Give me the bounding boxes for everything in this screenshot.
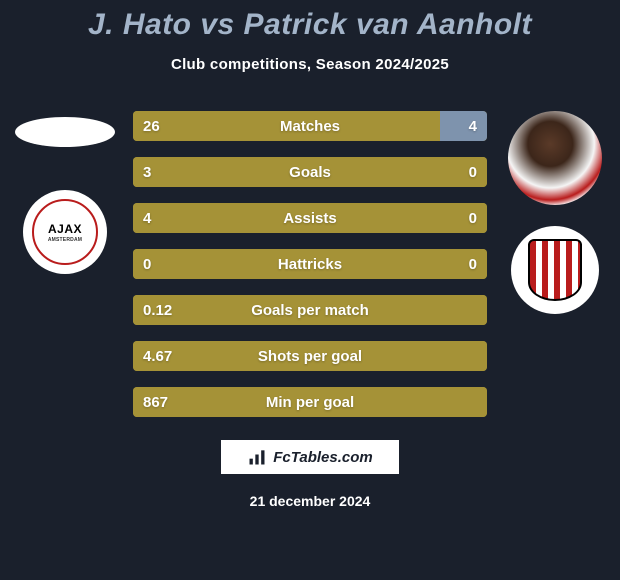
- stat-label: Hattricks: [133, 256, 487, 273]
- right-player-column: [500, 111, 610, 315]
- content-area: AJAX AMSTERDAM 26Matches43Goals04Assists…: [0, 111, 620, 417]
- stat-row: 0.12Goals per match: [133, 295, 487, 325]
- stat-label: Min per goal: [133, 394, 487, 411]
- stat-label: Goals per match: [133, 302, 487, 319]
- player-photo-right: [508, 111, 602, 205]
- stat-value-right: 0: [469, 164, 477, 181]
- stat-row: 4.67Shots per goal: [133, 341, 487, 371]
- bar-chart-icon: [247, 447, 267, 467]
- footer-logo-text: FcTables.com: [273, 449, 372, 466]
- stat-value-right: 0: [469, 210, 477, 227]
- stat-row: 3Goals0: [133, 157, 487, 187]
- player-photo-left: [15, 117, 115, 147]
- ajax-badge-subtext: AMSTERDAM: [48, 237, 82, 243]
- comparison-subtitle: Club competitions, Season 2024/2025: [0, 56, 620, 73]
- stat-rows: 26Matches43Goals04Assists00Hattricks00.1…: [133, 111, 487, 417]
- club-badge-right: [510, 225, 600, 315]
- stat-row: 4Assists0: [133, 203, 487, 233]
- stat-label: Shots per goal: [133, 348, 487, 365]
- sparta-badge: [511, 226, 599, 314]
- footer-logo: FcTables.com: [220, 439, 400, 475]
- club-badge-left: AJAX AMSTERDAM: [20, 187, 110, 277]
- left-player-column: AJAX AMSTERDAM: [10, 111, 120, 277]
- ajax-badge: AJAX AMSTERDAM: [23, 190, 107, 274]
- stat-value-right: 0: [469, 256, 477, 273]
- stat-value-right: 4: [469, 118, 477, 135]
- stat-label: Matches: [133, 118, 487, 135]
- stat-row: 0Hattricks0: [133, 249, 487, 279]
- comparison-title: J. Hato vs Patrick van Aanholt: [0, 0, 620, 42]
- stat-row: 867Min per goal: [133, 387, 487, 417]
- footer-date: 21 december 2024: [0, 493, 620, 509]
- stat-label: Goals: [133, 164, 487, 181]
- stat-row: 26Matches4: [133, 111, 487, 141]
- stat-label: Assists: [133, 210, 487, 227]
- ajax-badge-text: AJAX: [48, 222, 82, 236]
